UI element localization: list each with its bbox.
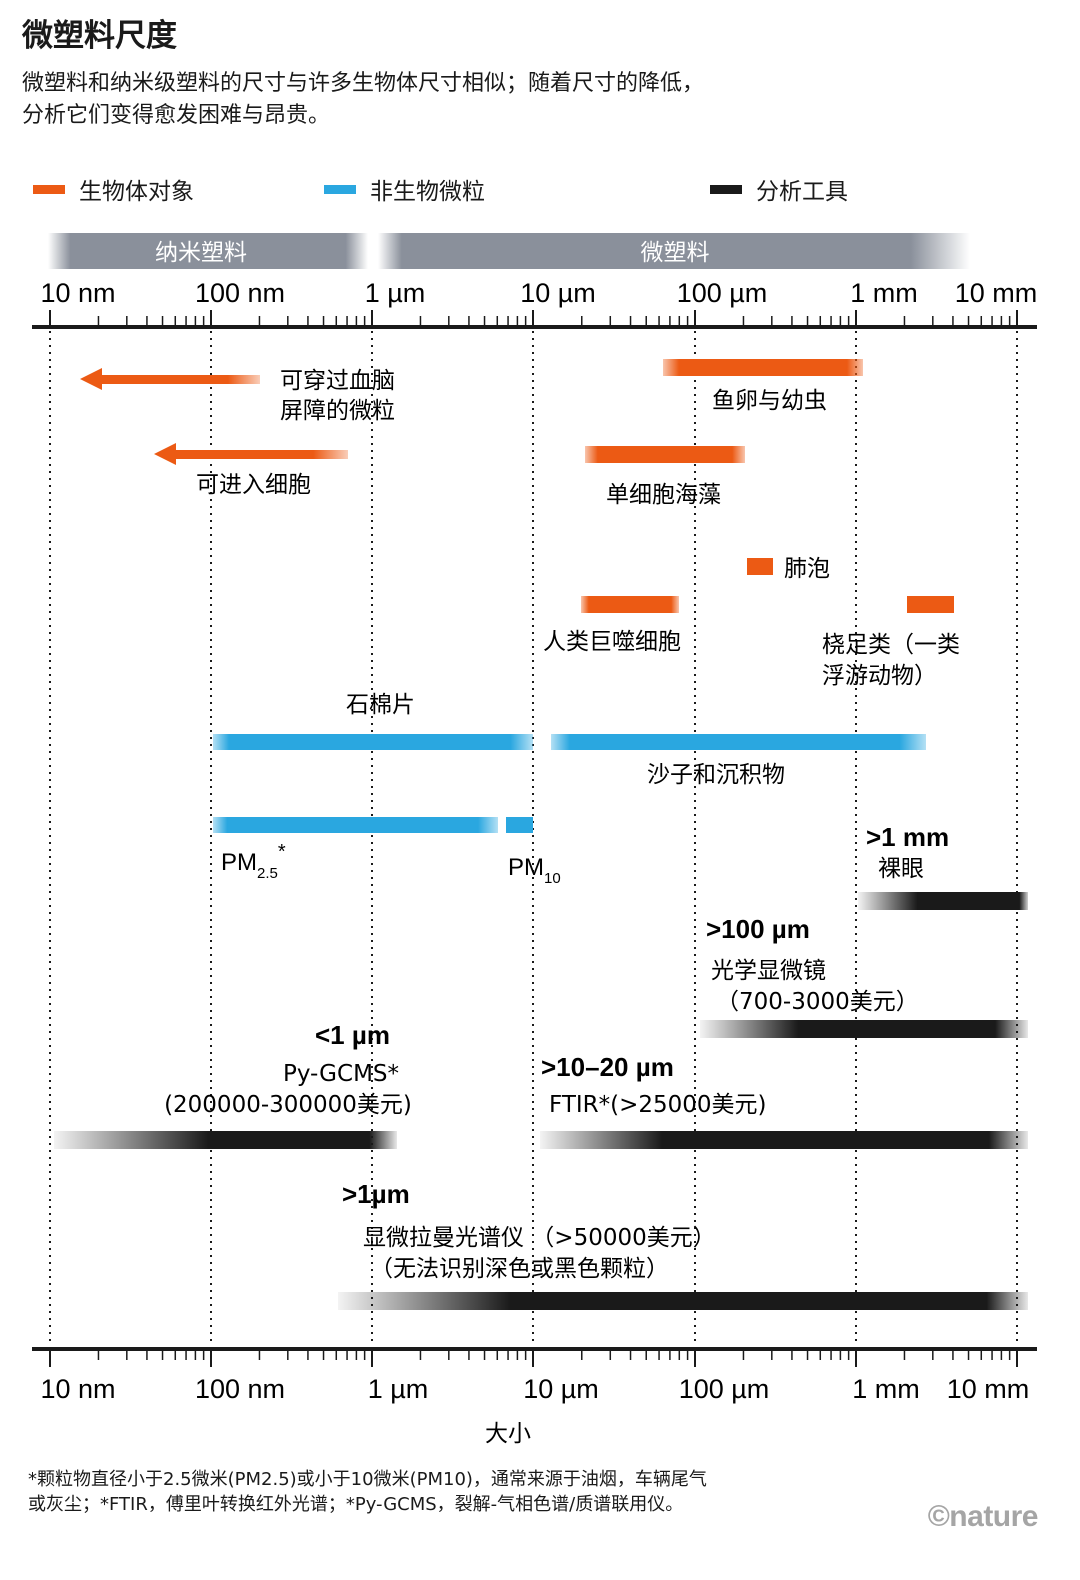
macrophage-bar	[581, 596, 679, 613]
page-title: 微塑料尺度	[22, 18, 177, 54]
asbestos-bar	[213, 734, 533, 750]
top-tick-label: 1 µm	[365, 278, 426, 308]
subtitle: 微塑料和纳米级塑料的尺寸与许多生物体尺寸相似；随着尺寸的降低，分析它们变得愈发困…	[22, 71, 705, 128]
copepod-label-line1: 桡足类（一类	[822, 632, 960, 658]
legend-label-tool: 分析工具	[756, 179, 848, 205]
raman-bar	[338, 1292, 1028, 1310]
bottom-tick-label: 10 mm	[947, 1374, 1030, 1404]
algae-bar	[585, 446, 745, 463]
copepod-bar	[907, 596, 954, 613]
decade-gridlines	[49, 331, 1018, 1345]
optical-bar	[700, 1020, 1028, 1038]
legend-swatch-tool	[710, 184, 742, 194]
asbestos-label: 石棉片	[346, 692, 415, 718]
legend-swatch-particle	[324, 184, 356, 194]
legend-label-organism: 生物体对象	[79, 179, 194, 205]
alveoli-label: 肺泡	[784, 556, 830, 582]
x-axis-label: 大小	[485, 1421, 531, 1447]
top-tick-label: 100 µm	[677, 278, 768, 308]
legend-swatch-organism	[33, 184, 65, 194]
cell-arrow-shaft	[174, 450, 348, 459]
microplastic-band	[378, 233, 970, 269]
bbb-arrow-head	[80, 368, 102, 390]
pygcms-label-line2: (200000-300000美元)	[164, 1092, 412, 1118]
bottom-tick-label: 10 nm	[40, 1374, 115, 1404]
optical-threshold: >100 µm	[706, 914, 810, 944]
eye-threshold: >1 mm	[866, 822, 949, 852]
top-tick-label: 100 nm	[195, 278, 285, 308]
microplastic-label: 微塑料	[641, 240, 710, 266]
bottom-axis-ticks	[49, 1349, 1018, 1367]
sand-bar	[551, 734, 926, 750]
pygcms-label-line1: Py-GCMS*	[283, 1061, 399, 1087]
pygcms-threshold: <1 µm	[315, 1020, 390, 1050]
fish-label: 鱼卵与幼虫	[712, 388, 827, 414]
optical-label-line1: 光学显微镜	[711, 958, 826, 984]
nanoplastic-label: 纳米塑料	[155, 240, 247, 266]
top-tick-label: 1 mm	[850, 278, 918, 308]
bottom-tick-label: 100 nm	[195, 1374, 285, 1404]
pm10-label: PM10	[508, 854, 561, 887]
ftir-bar	[540, 1131, 1028, 1149]
pm25-label: PM2.5*	[221, 841, 286, 882]
top-tick-label: 10 nm	[40, 278, 115, 308]
pm25-bar	[213, 817, 498, 833]
raman-label-line1: 显微拉曼光谱仪 （>50000美元）	[363, 1225, 716, 1251]
macrophage-label: 人类巨噬细胞	[543, 629, 681, 655]
bottom-tick-label: 1 µm	[368, 1374, 429, 1404]
alveoli-bar	[747, 558, 773, 575]
bottom-tick-label: 1 mm	[852, 1374, 920, 1404]
legend-item-particle: 非生物微粒	[324, 172, 485, 206]
eye-label: 裸眼	[878, 856, 924, 882]
nanoplastic-band	[48, 233, 368, 269]
legend-item-tool: 分析工具	[710, 172, 848, 206]
bottom-tick-label: 10 µm	[523, 1374, 599, 1404]
top-tick-label: 10 µm	[520, 278, 596, 308]
sand-label: 沙子和沉积物	[647, 762, 785, 788]
algae-label: 单细胞海藻	[606, 482, 721, 508]
copepod-label-line2: 浮游动物）	[822, 663, 937, 689]
raman-threshold: >1µm	[342, 1179, 410, 1209]
top-axis-ticks	[49, 310, 1018, 327]
optical-label-line2: （700-3000美元）	[716, 989, 919, 1015]
bbb-label-line2: 屏障的微粒	[280, 398, 395, 424]
fish-bar	[663, 359, 863, 376]
ftir-threshold: >10–20 µm	[541, 1052, 674, 1082]
cell-label: 可进入细胞	[196, 472, 311, 498]
raman-label-line2: （无法识别深色或黑色颗粒）	[370, 1256, 669, 1282]
bbb-label-line1: 可穿过血脑	[280, 368, 395, 394]
footnote: *颗粒物直径小于2.5微米(PM2.5)或小于10微米(PM10)，通常来源于油…	[28, 1469, 707, 1515]
pygcms-bar	[54, 1131, 397, 1149]
pm10-bar	[506, 817, 533, 833]
nature-logo: ©nature	[927, 1500, 1039, 1533]
top-tick-label: 10 mm	[955, 278, 1038, 308]
eye-bar	[858, 892, 1028, 910]
legend-item-organism: 生物体对象	[33, 172, 194, 206]
bbb-arrow-shaft	[100, 375, 260, 384]
bottom-tick-label: 100 µm	[679, 1374, 770, 1404]
cell-arrow-head	[154, 443, 176, 465]
legend-label-particle: 非生物微粒	[370, 179, 485, 205]
ftir-label: FTIR*(>25000美元)	[549, 1092, 767, 1118]
